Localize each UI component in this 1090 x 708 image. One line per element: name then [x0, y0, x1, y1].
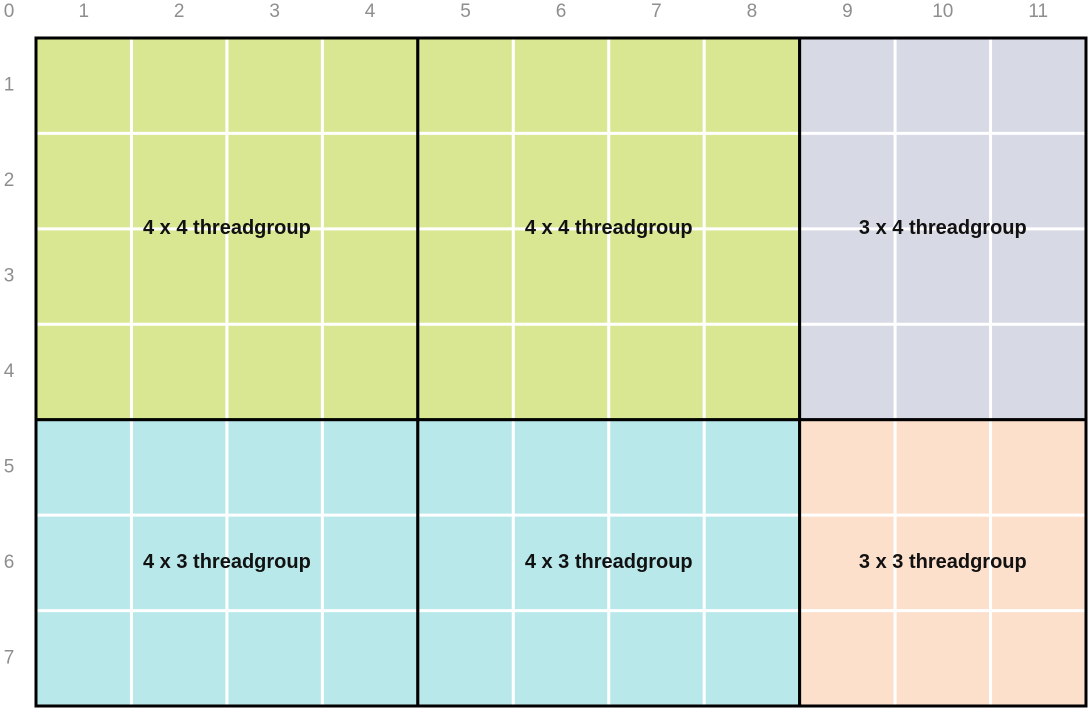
- column-label: 7: [651, 1, 662, 22]
- row-label: 3: [4, 266, 15, 287]
- block-label: 4 x 3 threadgroup: [525, 551, 693, 573]
- threadgroup-block: 4 x 4 threadgroup: [34, 36, 420, 422]
- threadgroup-block: 3 x 4 threadgroup: [798, 36, 1088, 422]
- row-label: 4: [4, 361, 15, 382]
- column-label: 2: [174, 1, 185, 22]
- row-label: 1: [4, 75, 15, 96]
- row-label: 5: [4, 456, 15, 477]
- column-label: 3: [269, 1, 280, 22]
- threadgroup-block: 4 x 4 threadgroup: [416, 36, 802, 422]
- row-label: 6: [4, 552, 15, 573]
- threadgroup-block: 3 x 3 threadgroup: [798, 418, 1088, 708]
- column-label: 8: [747, 1, 758, 22]
- row-label: 2: [4, 170, 15, 191]
- block-label: 4 x 4 threadgroup: [525, 217, 693, 239]
- block-fill: [799, 419, 1086, 706]
- column-label: 0: [4, 1, 15, 22]
- block-label: 4 x 3 threadgroup: [143, 551, 311, 573]
- block-label: 3 x 3 threadgroup: [859, 551, 1027, 573]
- column-label: 6: [556, 1, 567, 22]
- block-label: 3 x 4 threadgroup: [859, 217, 1027, 239]
- threadgroup-block: 4 x 3 threadgroup: [34, 418, 420, 708]
- block-border: [798, 418, 1088, 708]
- threadgroup-block: 4 x 3 threadgroup: [416, 418, 802, 708]
- column-label: 9: [842, 1, 853, 22]
- column-label: 5: [460, 1, 471, 22]
- column-label: 10: [932, 1, 953, 22]
- column-label: 1: [78, 1, 89, 22]
- block-label: 4 x 4 threadgroup: [143, 217, 311, 239]
- column-label: 4: [365, 1, 376, 22]
- row-label: 7: [4, 647, 15, 668]
- column-label: 11: [1028, 1, 1048, 22]
